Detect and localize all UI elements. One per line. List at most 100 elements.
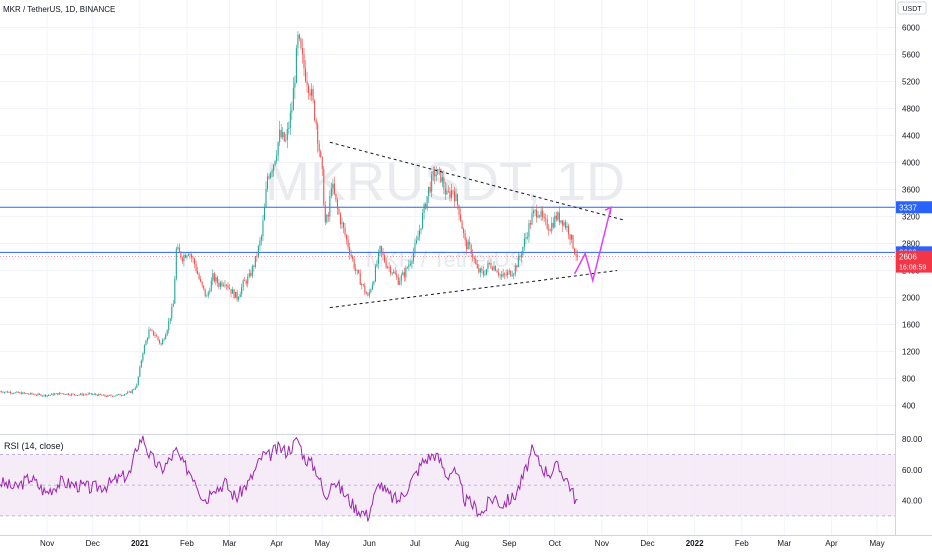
candlestick-series — [0, 31, 579, 398]
candle-body — [551, 222, 553, 232]
triangle-lower-line[interactable] — [329, 270, 618, 309]
candle-body — [38, 393, 41, 395]
candle-body — [127, 392, 129, 394]
candle-body — [75, 394, 77, 396]
candle-body — [525, 236, 527, 239]
candle-body — [90, 393, 92, 395]
time-tick-label: Nov — [40, 539, 54, 548]
time-tick-label: 2021 — [131, 539, 149, 548]
horizontal-levels — [0, 206, 895, 257]
candle-body — [122, 395, 124, 397]
candle-body — [534, 210, 536, 212]
candle-body — [349, 247, 351, 255]
time-tick-label: Aug — [455, 539, 469, 548]
candle-body — [326, 214, 328, 223]
candle-body — [43, 394, 45, 396]
candle-body — [385, 261, 387, 268]
currency-badge[interactable] — [897, 1, 927, 15]
price-tick-label: 6000 — [902, 24, 920, 33]
candle-body — [294, 82, 296, 88]
candle-body — [488, 262, 490, 264]
rsi-tick-label: 60.00 — [902, 466, 923, 475]
price-tick-label: 5200 — [902, 78, 920, 87]
candle-body — [57, 393, 59, 395]
candle-body — [449, 191, 451, 198]
candle-body — [104, 394, 106, 397]
candle-body — [175, 248, 177, 279]
watermark-subtitle: MKR / TetherUS — [366, 247, 525, 272]
candle-body — [49, 394, 51, 396]
time-axis[interactable]: Nov Dec 2021 Feb Mar Apr May Jun Jul Aug Sep Oct Nov… — [0, 535, 932, 549]
candle-body — [394, 271, 396, 275]
candle-body — [300, 38, 302, 49]
candle-body — [441, 177, 443, 182]
candle-body — [522, 247, 524, 256]
candle-body — [165, 334, 167, 340]
level-tag-resistance — [896, 201, 932, 214]
candle-body — [346, 235, 348, 240]
candle-body — [228, 287, 231, 290]
candle-body — [244, 280, 246, 282]
candle-body — [142, 353, 144, 361]
price-axis[interactable]: USDT 40080012001600200024002800320036004… — [895, 0, 932, 535]
candle-body — [425, 203, 427, 209]
candle-body — [233, 289, 235, 298]
candle-body — [154, 335, 156, 336]
projection-path[interactable] — [573, 207, 612, 284]
candle-body — [494, 266, 497, 271]
rsi-pane: RSI (14, close) — [0, 434, 895, 522]
candle-body — [393, 271, 395, 273]
candle-body — [303, 54, 305, 69]
candle-body — [464, 233, 466, 241]
candle-body — [374, 266, 376, 282]
candle-body — [84, 394, 86, 396]
candle-body — [467, 241, 469, 250]
time-tick-label: Mar — [777, 539, 791, 548]
candle-body — [107, 395, 109, 397]
candle-body — [390, 267, 392, 274]
rsi-tick-label: 80.00 — [902, 435, 923, 444]
candle-body — [93, 393, 95, 395]
candle-body — [491, 267, 494, 270]
candle-body — [152, 330, 155, 336]
candle-body — [95, 393, 97, 395]
candle-body — [510, 270, 512, 276]
candle-body — [350, 254, 352, 257]
candle-body — [219, 282, 221, 287]
candle-body — [125, 393, 127, 395]
candle-body — [318, 143, 320, 152]
candle-body — [309, 92, 311, 96]
candle-body — [163, 339, 165, 340]
candle-body — [241, 286, 243, 294]
candle-body — [200, 278, 202, 282]
candle-body — [113, 395, 115, 397]
candle-body — [194, 258, 196, 265]
candle-body — [504, 273, 506, 275]
candle-body — [159, 339, 161, 344]
candle-body — [532, 211, 535, 214]
candle-body — [276, 155, 278, 161]
candle-body — [265, 189, 267, 208]
candle-body — [347, 239, 349, 248]
candle-body — [353, 259, 355, 269]
candle-body — [86, 394, 88, 396]
candle-body — [540, 210, 542, 217]
candle-body — [245, 280, 247, 284]
candle-body — [58, 392, 60, 395]
candle-body — [242, 280, 244, 287]
candle-body — [66, 393, 68, 395]
candle-body — [230, 289, 232, 294]
price-tick-label: 3600 — [902, 186, 920, 195]
candle-body — [5, 391, 7, 393]
candle-body — [137, 376, 139, 385]
triangle-upper-line[interactable] — [329, 141, 624, 221]
candle-body — [470, 244, 472, 254]
candle-body — [315, 120, 317, 124]
time-tick-label: Feb — [735, 539, 749, 548]
candle-body — [478, 268, 480, 273]
candle-body — [526, 236, 528, 238]
candle-body — [266, 176, 269, 190]
candle-body — [460, 214, 462, 222]
